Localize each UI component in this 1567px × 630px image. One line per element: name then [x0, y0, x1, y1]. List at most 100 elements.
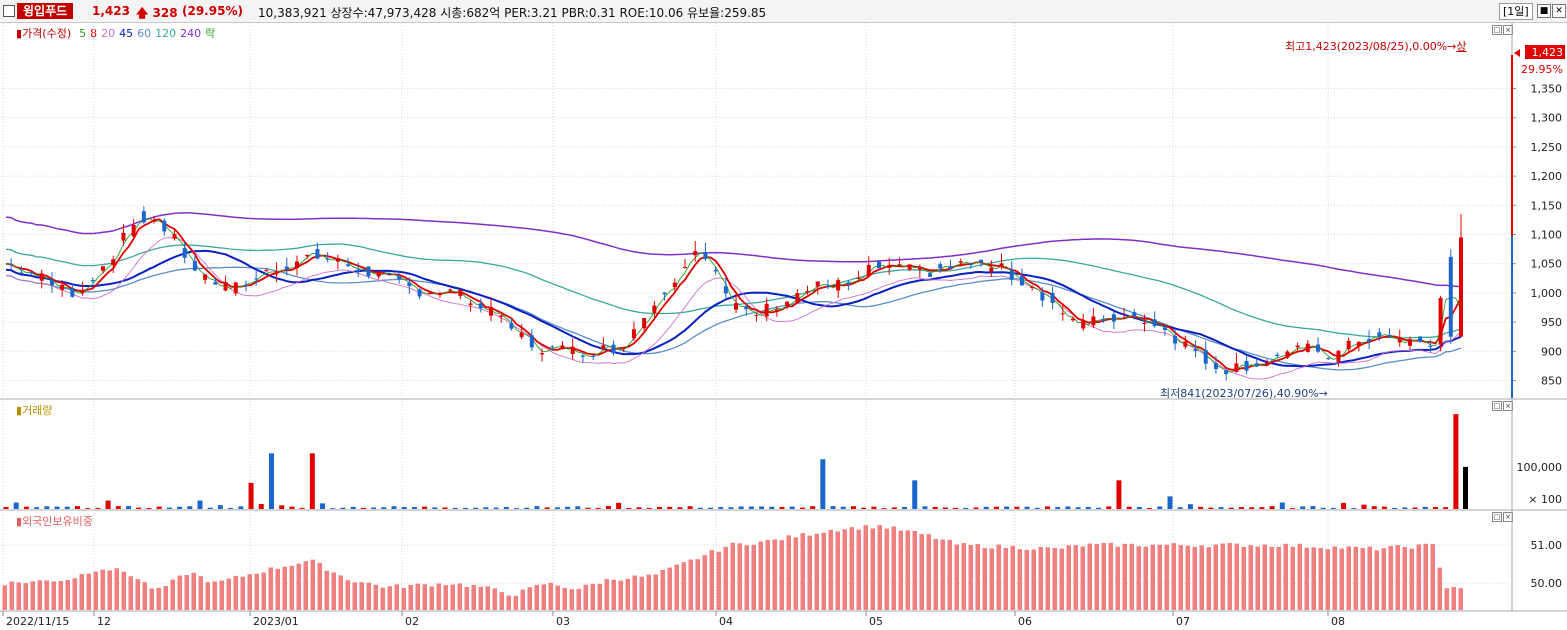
foreign-bar	[1304, 547, 1309, 610]
candle	[1326, 358, 1331, 360]
foreign-bar	[842, 529, 847, 610]
foreign-bar	[394, 584, 399, 610]
ma240-line	[5, 212, 1462, 288]
candle	[1009, 270, 1014, 280]
candle	[39, 273, 44, 281]
volume-bar	[462, 507, 468, 509]
x-tick-label: 2022/11/15	[6, 615, 69, 628]
volume-bar	[912, 480, 918, 509]
candle	[1081, 320, 1086, 329]
candle	[233, 282, 238, 294]
foreign-bar	[1311, 547, 1316, 610]
candle	[713, 270, 718, 272]
foreign-bar	[520, 589, 525, 610]
volume-bar	[1126, 506, 1132, 509]
volume-bar	[411, 507, 417, 509]
foreign-bar	[303, 561, 308, 610]
title-bar: 윙입푸드 1,423 🡅 328 (29.95%) 10,383,921 상장수…	[0, 0, 1567, 23]
pane-minimize-icon[interactable]: □	[1492, 512, 1502, 522]
candle	[254, 278, 259, 280]
up-arrow-icon: 🡅	[136, 6, 149, 20]
volume-bar	[1412, 507, 1418, 509]
foreign-bar	[1325, 549, 1330, 610]
foreign-bar	[422, 584, 427, 610]
foreign-bar	[72, 578, 77, 610]
pane-close-icon[interactable]: ×	[1503, 401, 1513, 411]
candle	[90, 279, 95, 282]
foreign-bar	[296, 563, 301, 610]
volume-bar	[534, 506, 540, 509]
volume-bar	[1463, 466, 1468, 509]
pane-close-icon[interactable]: ×	[1503, 25, 1513, 35]
candle	[315, 249, 320, 259]
period-selector[interactable]: [1일]	[1499, 3, 1533, 20]
foreign-bar	[1451, 586, 1456, 610]
foreign-bar	[1402, 547, 1407, 610]
volume-bar	[1371, 506, 1377, 509]
volume-bar	[258, 504, 264, 509]
volume-bar	[217, 505, 223, 509]
foreign-bar	[1220, 543, 1225, 610]
volume-bar	[197, 500, 203, 509]
legend-ma5: 5	[79, 27, 87, 40]
candle	[1122, 317, 1127, 319]
foreign-bar	[338, 575, 343, 610]
candle	[938, 264, 943, 269]
candle	[1193, 348, 1198, 352]
foreign-bar	[1213, 544, 1218, 610]
minimize-icon[interactable]: ■	[1537, 4, 1551, 18]
foreign-bar	[1087, 543, 1092, 610]
foreign-bar	[380, 587, 385, 610]
volume-bar	[483, 507, 489, 509]
volume-bar	[44, 506, 50, 509]
close-icon[interactable]: ✕	[1552, 4, 1566, 18]
candle	[60, 284, 65, 290]
current-pct-label: 29.95%	[1521, 63, 1563, 76]
candle	[203, 274, 208, 280]
foreign-bar	[30, 581, 35, 610]
volume-bar	[1310, 506, 1316, 509]
pane-minimize-icon[interactable]: □	[1492, 25, 1502, 35]
foreign-bar	[135, 579, 140, 610]
candle	[417, 289, 422, 297]
foreign-bar	[506, 595, 511, 610]
foreign-bar	[1150, 544, 1155, 610]
foreign-bar	[86, 573, 91, 610]
foreign-bar	[688, 559, 693, 610]
foreign-bar	[933, 539, 938, 610]
candle	[509, 323, 514, 329]
foreign-bar	[1248, 545, 1253, 610]
candle	[540, 353, 545, 355]
volume-bar	[646, 507, 652, 509]
foreign-bar	[1395, 545, 1400, 610]
candle	[489, 307, 493, 316]
pane-minimize-icon[interactable]: □	[1492, 401, 1502, 411]
foreign-bar	[828, 529, 833, 610]
volume-bar	[902, 506, 908, 509]
y-tick-label: 1,300	[1531, 112, 1563, 125]
candle	[877, 261, 881, 269]
candle	[754, 315, 759, 317]
foreign-bar	[317, 562, 322, 610]
volume-bar	[1300, 506, 1306, 509]
volume-bar	[891, 507, 897, 509]
foreign-bar	[1136, 546, 1141, 610]
pane-close-icon[interactable]: ×	[1503, 512, 1513, 522]
select-checkbox[interactable]	[3, 5, 15, 17]
volume-bar	[360, 507, 366, 509]
volume-bar	[820, 459, 826, 509]
candle	[1305, 343, 1310, 352]
candle	[917, 267, 922, 270]
x-tick-label: 03	[556, 615, 570, 628]
foreign-bar	[961, 543, 966, 610]
volume-bar	[1024, 506, 1030, 509]
candle	[264, 270, 269, 272]
foreign-bar	[142, 582, 147, 610]
foreign-bar	[345, 580, 350, 610]
foreign-bar	[576, 588, 581, 610]
x-tick-label: 06	[1018, 615, 1032, 628]
foreign-bar	[436, 583, 441, 610]
foreign-bar	[569, 589, 574, 610]
foreign-bar	[275, 568, 280, 610]
candle	[111, 259, 116, 265]
